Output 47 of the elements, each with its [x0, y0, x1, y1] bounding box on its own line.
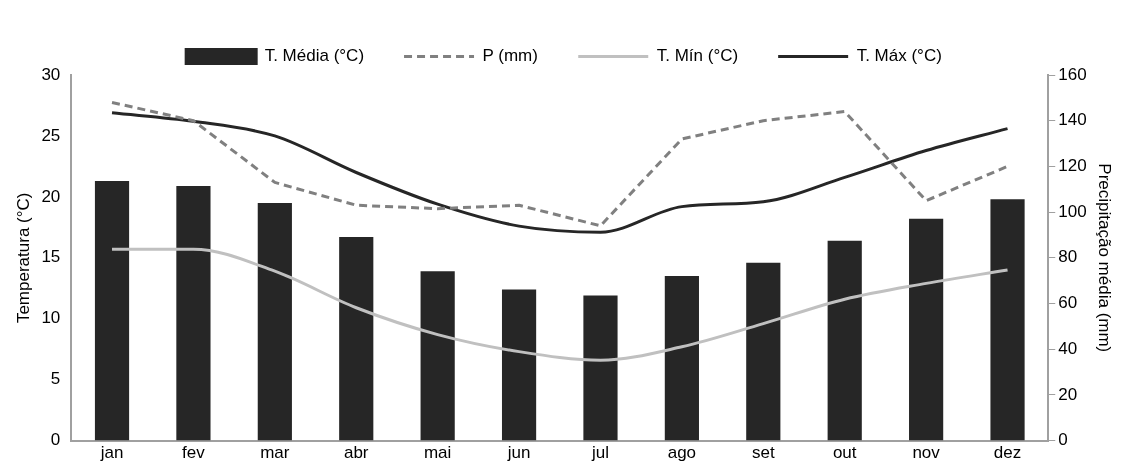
x-tick-label: out — [832, 443, 857, 463]
legend-label: P (mm) — [482, 46, 538, 66]
y2-tick-label: 140 — [1058, 110, 1087, 130]
x-tick-label: abr — [343, 443, 369, 463]
y-tick-label: 5 — [50, 369, 61, 389]
y-tick-label: 15 — [41, 247, 61, 267]
y2-tick-label: 60 — [1058, 293, 1078, 313]
y2-tick-label: 120 — [1058, 156, 1087, 176]
y2-tick-label: 40 — [1058, 338, 1078, 358]
bar — [257, 202, 292, 441]
y-tick-label: 30 — [41, 64, 61, 84]
y2-tick-label: 100 — [1058, 201, 1087, 221]
bar — [176, 185, 211, 441]
x-tick-label: mar — [260, 443, 290, 463]
y-axis-title: Temperatura (°C) — [13, 192, 33, 324]
legend-label: T. Máx (°C) — [856, 46, 942, 66]
x-tick-label: fev — [182, 443, 206, 463]
y2-axis-title: Precipitação média (mm) — [1095, 163, 1115, 353]
line-series — [110, 247, 1010, 362]
x-tick-label: dez — [993, 443, 1022, 463]
x-tick-label: jun — [506, 443, 531, 463]
x-tick-label: jan — [99, 443, 124, 463]
y-tick-label: 10 — [41, 308, 61, 328]
x-tick-label: mai — [423, 443, 452, 463]
bar — [827, 240, 862, 441]
x-tick-label: set — [751, 443, 775, 463]
bar — [909, 218, 944, 441]
y-tick-label: 20 — [41, 186, 61, 206]
bar — [420, 271, 455, 441]
bar — [583, 295, 618, 441]
y2-tick-label: 80 — [1058, 247, 1078, 267]
y-tick-label: 25 — [41, 125, 61, 145]
bar — [94, 181, 130, 441]
y2-tick-label: 160 — [1058, 64, 1087, 84]
bar — [664, 276, 699, 441]
y2-tick-label: 20 — [1058, 384, 1078, 404]
x-tick-label: jul — [590, 443, 609, 463]
bar — [990, 199, 1025, 441]
bar — [501, 289, 537, 441]
x-tick-label: nov — [912, 443, 941, 463]
legend-label: T. Mín (°C) — [656, 46, 739, 66]
y2-tick-label: 0 — [1058, 430, 1068, 450]
y-tick-label: 0 — [50, 430, 61, 450]
x-tick-label: ago — [667, 443, 697, 463]
bar — [339, 237, 374, 441]
bar — [746, 262, 781, 441]
legend-label: T. Média (°C) — [264, 46, 365, 66]
